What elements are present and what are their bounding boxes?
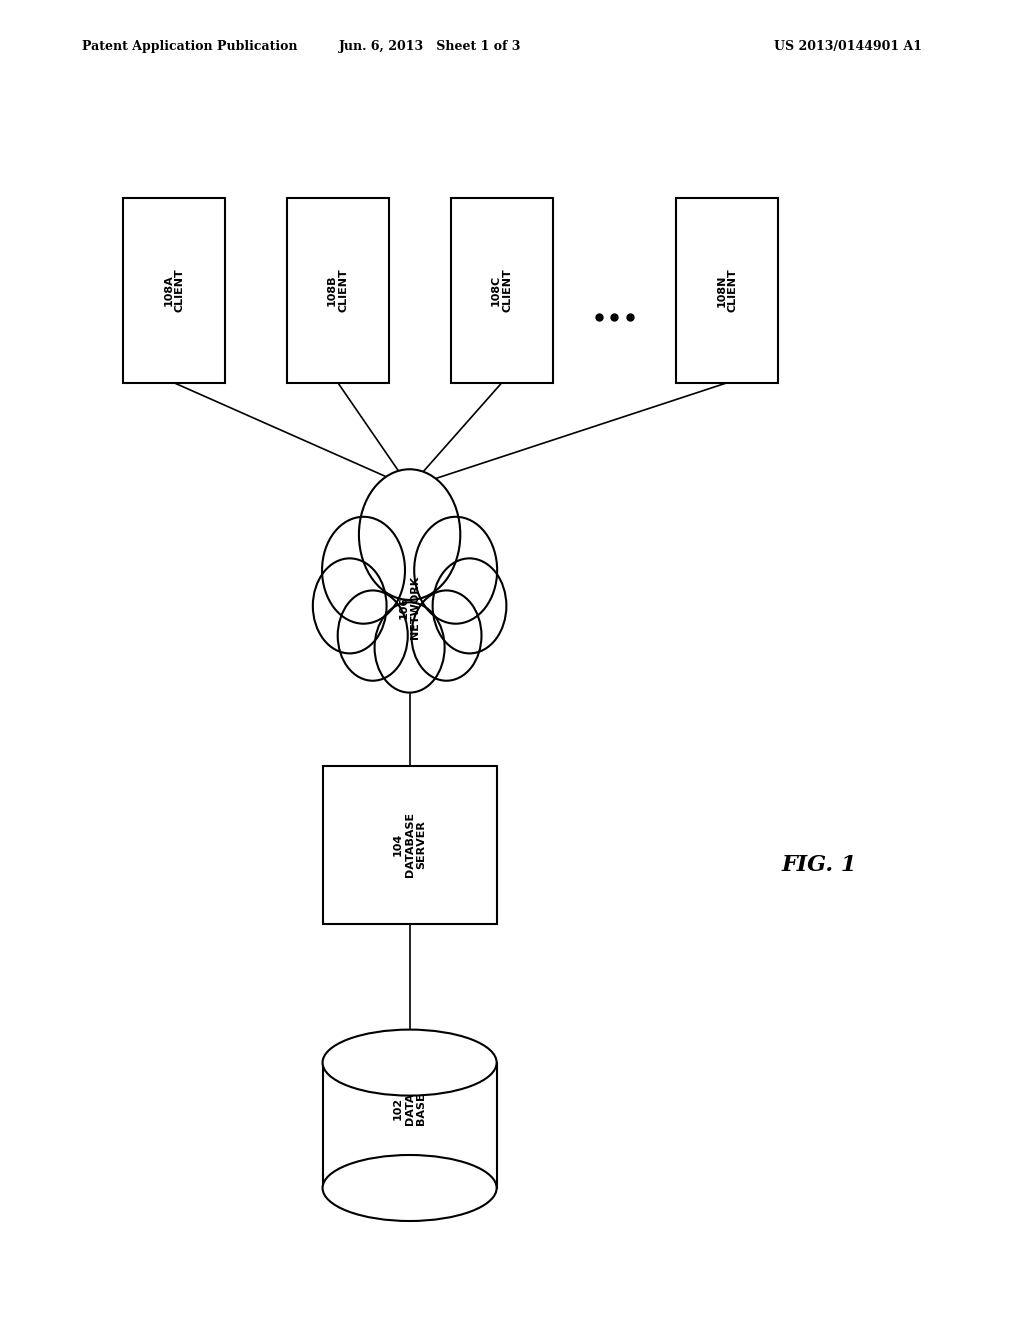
Circle shape [375,602,444,693]
FancyBboxPatch shape [323,1063,497,1188]
Text: 102
DATA
BASE: 102 DATA BASE [393,1093,426,1125]
Text: 108C
CLIENT: 108C CLIENT [490,268,513,313]
Text: 108N
CLIENT: 108N CLIENT [716,268,738,313]
Text: Patent Application Publication: Patent Application Publication [82,40,297,53]
Circle shape [359,469,461,599]
Ellipse shape [323,1155,497,1221]
Text: 108B
CLIENT: 108B CLIENT [327,268,349,313]
Text: Jun. 6, 2013   Sheet 1 of 3: Jun. 6, 2013 Sheet 1 of 3 [339,40,521,53]
Circle shape [322,516,406,623]
FancyBboxPatch shape [287,198,389,383]
Ellipse shape [324,1156,496,1220]
Circle shape [412,590,481,681]
Text: 104
DATABASE
SERVER: 104 DATABASE SERVER [393,812,426,878]
FancyBboxPatch shape [451,198,553,383]
FancyBboxPatch shape [123,198,225,383]
Circle shape [338,590,408,681]
FancyBboxPatch shape [676,198,778,383]
Circle shape [414,516,498,623]
Text: US 2013/0144901 A1: US 2013/0144901 A1 [773,40,922,53]
Text: 108A
CLIENT: 108A CLIENT [163,268,185,313]
FancyBboxPatch shape [323,766,497,924]
Text: 106
NETWORK: 106 NETWORK [398,576,421,639]
Circle shape [313,558,387,653]
Circle shape [433,558,506,653]
Text: FIG. 1: FIG. 1 [781,854,857,875]
Ellipse shape [323,1030,497,1096]
